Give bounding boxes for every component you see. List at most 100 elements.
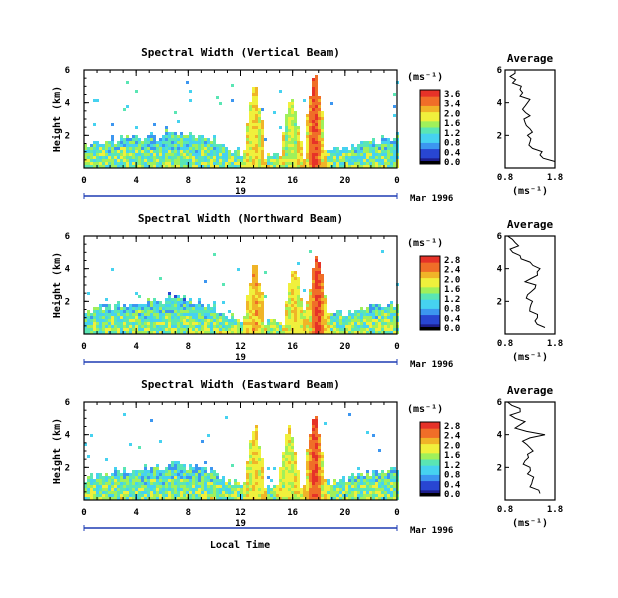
heatmap-cell	[258, 458, 261, 461]
heatmap-cell	[240, 494, 243, 497]
heatmap-cell	[117, 153, 120, 156]
heatmap-cell	[171, 301, 174, 304]
heatmap-cell	[360, 144, 363, 147]
heatmap-cell	[171, 165, 174, 168]
heatmap-cell	[108, 491, 111, 494]
heatmap-cell	[93, 328, 96, 331]
colorbar-segment	[420, 320, 440, 325]
heatmap-cell	[105, 488, 108, 491]
heatmap-cell	[390, 165, 393, 168]
heatmap-cell	[159, 470, 162, 473]
heatmap-cell	[135, 325, 138, 328]
heatmap-cell	[249, 289, 252, 292]
heatmap-cell	[174, 319, 177, 322]
x-tick-label: 20	[339, 342, 350, 352]
heatmap-cell	[177, 310, 180, 313]
heatmap-cell	[297, 135, 300, 138]
heatmap-cell	[120, 488, 123, 491]
heatmap-cell	[315, 87, 318, 90]
heatmap-cell	[177, 307, 180, 310]
heatmap-cell	[360, 156, 363, 159]
heatmap-cell	[168, 328, 171, 331]
heatmap-cell	[309, 289, 312, 292]
heatmap-cell	[267, 497, 270, 500]
heatmap-cell	[159, 316, 162, 319]
heatmap-cell	[390, 325, 393, 328]
heatmap-cell	[249, 328, 252, 331]
y-tick-label: 2	[65, 131, 70, 141]
heatmap-cell	[105, 485, 108, 488]
heatmap-cell	[102, 159, 105, 162]
heatmap-cell	[144, 310, 147, 313]
heatmap-cell	[279, 328, 282, 331]
heatmap-cell	[150, 138, 153, 141]
heatmap-cell	[135, 488, 138, 491]
heatmap-cell	[114, 156, 117, 159]
heatmap-cell	[159, 141, 162, 144]
heatmap-cell	[381, 162, 384, 165]
heatmap-cell	[180, 298, 183, 301]
heatmap-cell	[147, 488, 150, 491]
heatmap-cell	[321, 117, 324, 120]
heatmap-cell	[108, 497, 111, 500]
heatmap-cell	[129, 307, 132, 310]
heatmap-cell	[111, 162, 114, 165]
heatmap-cell	[87, 319, 90, 322]
heatmap-cell	[312, 328, 315, 331]
heatmap-cell	[381, 325, 384, 328]
heatmap-cell	[288, 322, 291, 325]
heatmap-cell	[291, 138, 294, 141]
heatmap-cell	[267, 325, 270, 328]
heatmap-cell	[132, 328, 135, 331]
heatmap-cell	[249, 440, 252, 443]
heatmap-cell	[348, 159, 351, 162]
heatmap-cell	[255, 162, 258, 165]
heatmap-cell	[147, 470, 150, 473]
heatmap-cell	[186, 162, 189, 165]
heatmap-cell	[117, 473, 120, 476]
heatmap-cell	[234, 162, 237, 165]
heatmap-cell	[189, 165, 192, 168]
heatmap-cell	[249, 307, 252, 310]
heatmap-cell	[282, 491, 285, 494]
heatmap-cell	[123, 473, 126, 476]
heatmap-cell	[270, 159, 273, 162]
heatmap-cell	[273, 485, 276, 488]
heatmap-cell	[177, 165, 180, 168]
heatmap-cell	[321, 464, 324, 467]
heatmap-cell	[159, 322, 162, 325]
heatmap-cell	[126, 141, 129, 144]
heatmap-cell	[315, 162, 318, 165]
heatmap-cell	[294, 280, 297, 283]
heatmap-cell	[207, 488, 210, 491]
heatmap-cell	[288, 147, 291, 150]
heatmap-cell	[249, 452, 252, 455]
heatmap-cell	[198, 488, 201, 491]
heatmap-cell	[372, 138, 375, 141]
heatmap-cell	[282, 150, 285, 153]
heatmap-cell	[276, 485, 279, 488]
heatmap-cell	[216, 144, 219, 147]
heatmap-cell	[99, 331, 102, 334]
heatmap-cell	[384, 322, 387, 325]
heatmap-cell	[351, 497, 354, 500]
average-x-tick-label: 0.8	[497, 339, 513, 349]
heatmap-cell	[369, 159, 372, 162]
heatmap-cell	[204, 147, 207, 150]
heatmap-cell	[252, 156, 255, 159]
heatmap-cell	[351, 473, 354, 476]
heatmap-cell	[162, 144, 165, 147]
heatmap-cell	[156, 476, 159, 479]
heatmap-cell	[291, 132, 294, 135]
heatmap-cell	[327, 325, 330, 328]
heatmap-cell	[318, 111, 321, 114]
heatmap-cell	[171, 141, 174, 144]
heatmap-cell	[141, 144, 144, 147]
colorbar-segment	[420, 302, 440, 306]
heatmap-cell	[375, 304, 378, 307]
heatmap-cell	[192, 162, 195, 165]
heatmap-cell	[324, 422, 327, 425]
colorbar-tick-label: 2.8	[444, 256, 460, 266]
heatmap-cell	[315, 274, 318, 277]
colorbar-segment	[420, 480, 440, 485]
